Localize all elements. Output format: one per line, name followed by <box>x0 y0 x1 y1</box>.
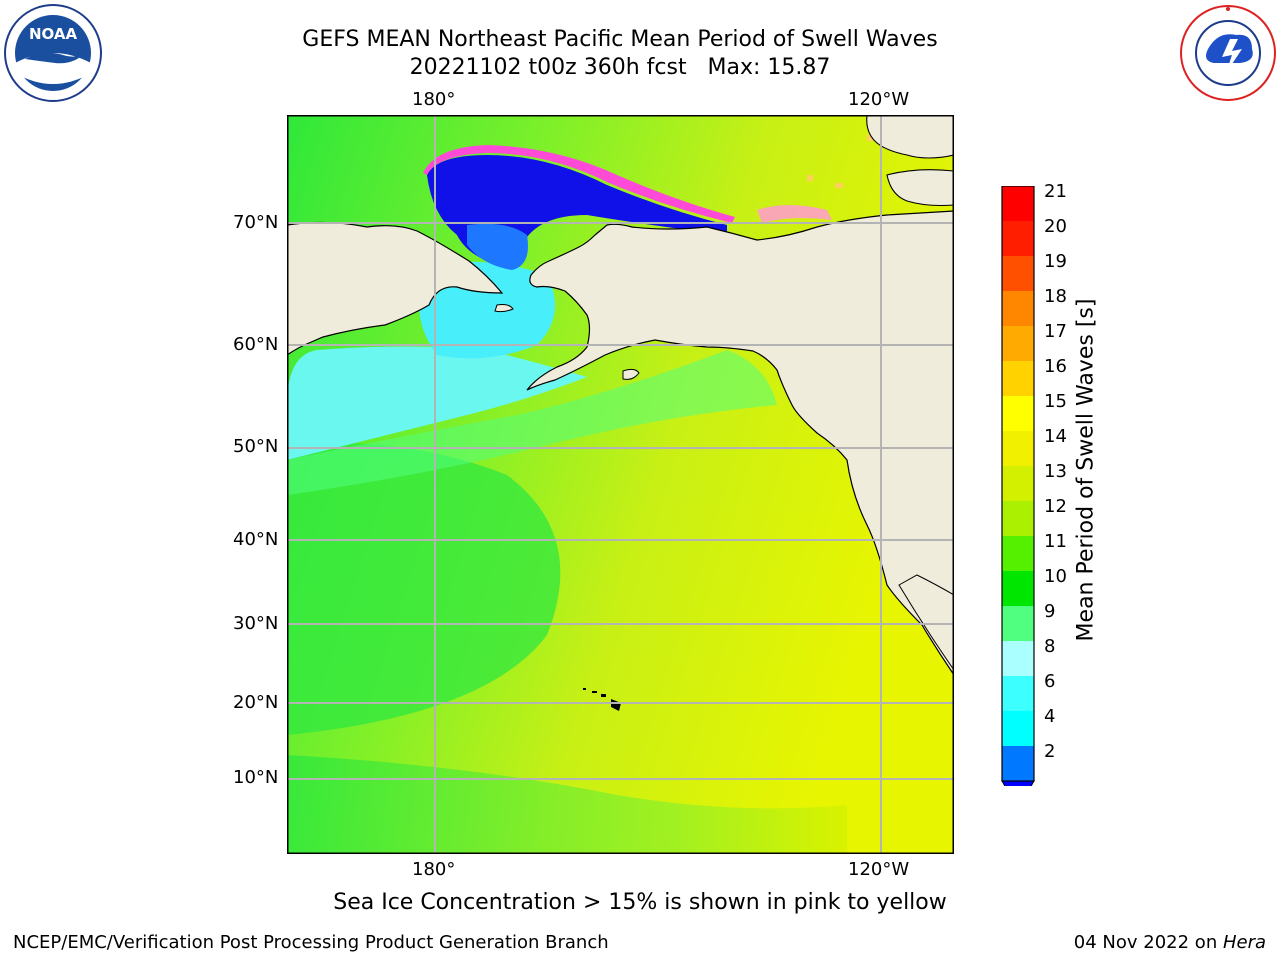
colorbar-swatch <box>1002 431 1034 466</box>
colorbar-swatch <box>1002 571 1034 606</box>
colorbar-swatch <box>1002 536 1034 571</box>
colorbar-swatch <box>1002 186 1034 221</box>
teal-band <box>287 350 777 495</box>
cb-tick-15: 16 <box>1044 356 1067 377</box>
land-alaska-canada <box>526 210 955 677</box>
graticule <box>287 115 954 854</box>
footer-date: 04 Nov 2022 on Hera <box>1074 932 1266 953</box>
cb-tick-19: 20 <box>1044 216 1067 237</box>
sea-ice-east <box>757 205 832 223</box>
lat-tick-20n: 20°N <box>233 692 279 713</box>
cb-tick-2: 2 <box>1044 741 1056 762</box>
cb-tick-18: 19 <box>1044 251 1067 272</box>
lon-tick-top-180: 180° <box>412 89 456 110</box>
colorbar-swatch <box>1002 326 1034 361</box>
colorbar-frame <box>1001 185 1035 782</box>
land-hawaii <box>583 688 621 711</box>
swell-period-map <box>286 114 955 854</box>
cb-tick-7: 8 <box>1044 636 1056 657</box>
colorbar-ticks: 2 4 6 8 9 10 11 12 13 14 15 16 17 18 19 … <box>1044 0 1104 960</box>
chart-title: GEFS MEAN Northeast Pacific Mean Period … <box>302 27 938 52</box>
land-st-lawrence <box>494 304 514 313</box>
nws-logo <box>1178 3 1278 103</box>
lon-tick-bottom-120w: 120°W <box>848 859 910 880</box>
lon-tick-bottom-180: 180° <box>412 859 456 880</box>
land-baja <box>898 574 955 672</box>
land-arctic-islands <box>866 114 955 159</box>
land-baffin <box>886 169 955 207</box>
footer-credit: NCEP/EMC/Verification Post Processing Pr… <box>13 932 609 953</box>
colorbar-label: Mean Period of Swell Waves [s] <box>1073 298 1099 642</box>
colorbar-swatch <box>1002 641 1034 676</box>
cb-tick-17: 18 <box>1044 286 1067 307</box>
cb-tick-8: 9 <box>1044 601 1056 622</box>
lat-tick-40n: 40°N <box>233 529 279 550</box>
colorbar-swatch <box>1002 466 1034 501</box>
cb-tick-13: 14 <box>1044 426 1067 447</box>
cb-tick-16: 17 <box>1044 321 1067 342</box>
svg-text:NOAA: NOAA <box>29 25 78 43</box>
colorbar-swatch <box>1002 256 1034 291</box>
land-kodiak <box>622 368 640 380</box>
sea-ice-caption-text: Sea Ice Concentration > 15% is shown in … <box>333 890 947 915</box>
colorbar-swatch <box>1002 361 1034 396</box>
lon-tick-top-120w: 120°W <box>848 89 910 110</box>
chart-subtitle: 20221102 t00z 360h fcst Max: 15.87 <box>409 55 831 80</box>
footer-date-text: 04 Nov 2022 on <box>1073 932 1223 953</box>
noaa-logo: NOAA <box>3 3 103 103</box>
arctic-mid-period <box>467 223 528 270</box>
colorbar-swatch <box>1002 606 1034 641</box>
colorbar-swatch <box>1002 711 1034 746</box>
cb-tick-10: 11 <box>1044 531 1067 552</box>
cb-tick-4: 4 <box>1044 706 1056 727</box>
sea-ice-edge <box>423 145 735 223</box>
map-panel <box>286 114 955 854</box>
green-region-west <box>287 443 561 735</box>
cb-tick-12: 13 <box>1044 461 1067 482</box>
cb-tick-6: 6 <box>1044 671 1056 692</box>
footer-machine: Hera <box>1222 932 1266 953</box>
lat-tick-10n: 10°N <box>233 767 279 788</box>
lat-tick-60n: 60°N <box>233 334 279 355</box>
lat-tick-30n: 30°N <box>233 613 279 634</box>
colorbar-swatch <box>1002 501 1034 536</box>
lat-tick-50n: 50°N <box>233 436 279 457</box>
colorbar-swatches <box>1001 185 1035 811</box>
cb-tick-11: 12 <box>1044 496 1067 517</box>
colorbar-swatch <box>1002 221 1034 256</box>
sea-ice-caption: Sea Ice Concentration > 15% is shown in … <box>0 890 1280 915</box>
colorbar-swatch <box>1002 396 1034 431</box>
colorbar-extend-min <box>1001 780 1035 811</box>
land-siberia <box>286 221 504 357</box>
cb-tick-9: 10 <box>1044 566 1067 587</box>
cyan-region-north <box>287 346 587 460</box>
colorbar-swatch <box>1002 676 1034 711</box>
colorbar-swatch <box>1002 291 1034 326</box>
colorbar <box>1000 185 1036 811</box>
colorbar-swatch <box>1002 746 1034 781</box>
lat-tick-70n: 70°N <box>233 212 279 233</box>
cb-tick-20: 21 <box>1044 181 1067 202</box>
map-frame <box>287 115 954 854</box>
cb-tick-14: 15 <box>1044 391 1067 412</box>
